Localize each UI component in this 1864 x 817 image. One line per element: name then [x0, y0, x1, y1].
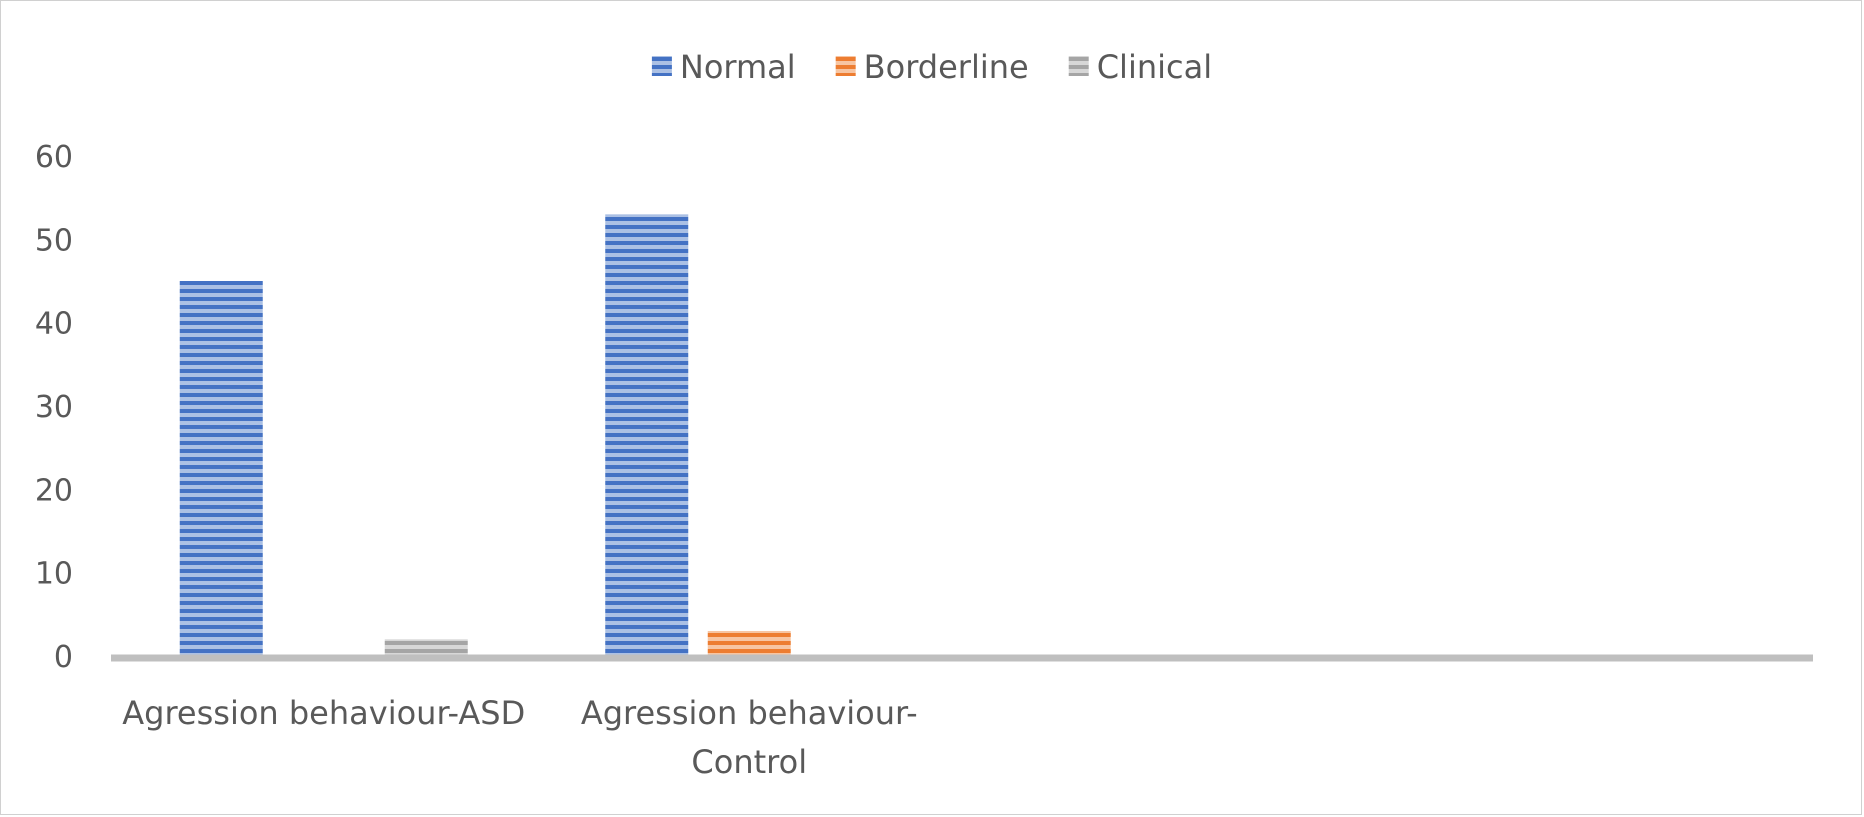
- x-category-label: Agression behaviour-ASD: [122, 694, 525, 732]
- bar-clinical: [384, 639, 468, 656]
- legend-swatch: [835, 56, 856, 76]
- y-tick-label: 40: [35, 307, 73, 342]
- x-category-label-line: Agression behaviour-ASD: [122, 694, 525, 732]
- bar-normal: [179, 281, 263, 656]
- x-category-label: Agression behaviour- Control: [581, 694, 918, 781]
- x-category-label-line: Agression behaviour-: [581, 694, 918, 732]
- y-tick-label: 30: [35, 390, 73, 425]
- y-tick-label: 0: [54, 640, 73, 675]
- y-tick-label: 60: [35, 140, 73, 175]
- y-tick-label: 50: [35, 223, 73, 258]
- chart-legend: Normal Borderline Clinical: [651, 48, 1212, 86]
- bar-normal: [605, 214, 689, 657]
- bar-group: [179, 214, 791, 657]
- legend-item-clinical: Clinical: [1068, 48, 1212, 86]
- legend-swatch: [1068, 56, 1089, 76]
- legend-item-borderline: Borderline: [835, 48, 1029, 86]
- y-tick-label: 20: [35, 473, 73, 508]
- legend-item-normal: Normal: [651, 48, 796, 86]
- x-category-label-line: Control: [691, 743, 807, 781]
- y-axis: 0 10 20 30 40 50 60: [35, 140, 73, 675]
- legend-label: Normal: [680, 48, 796, 86]
- y-tick-label: 10: [35, 557, 73, 592]
- bar-borderline: [707, 631, 791, 656]
- legend-label: Borderline: [864, 48, 1029, 86]
- x-axis: Agression behaviour-ASD Agression behavio…: [122, 694, 917, 781]
- legend-label: Clinical: [1097, 48, 1212, 86]
- legend-swatch: [651, 56, 672, 76]
